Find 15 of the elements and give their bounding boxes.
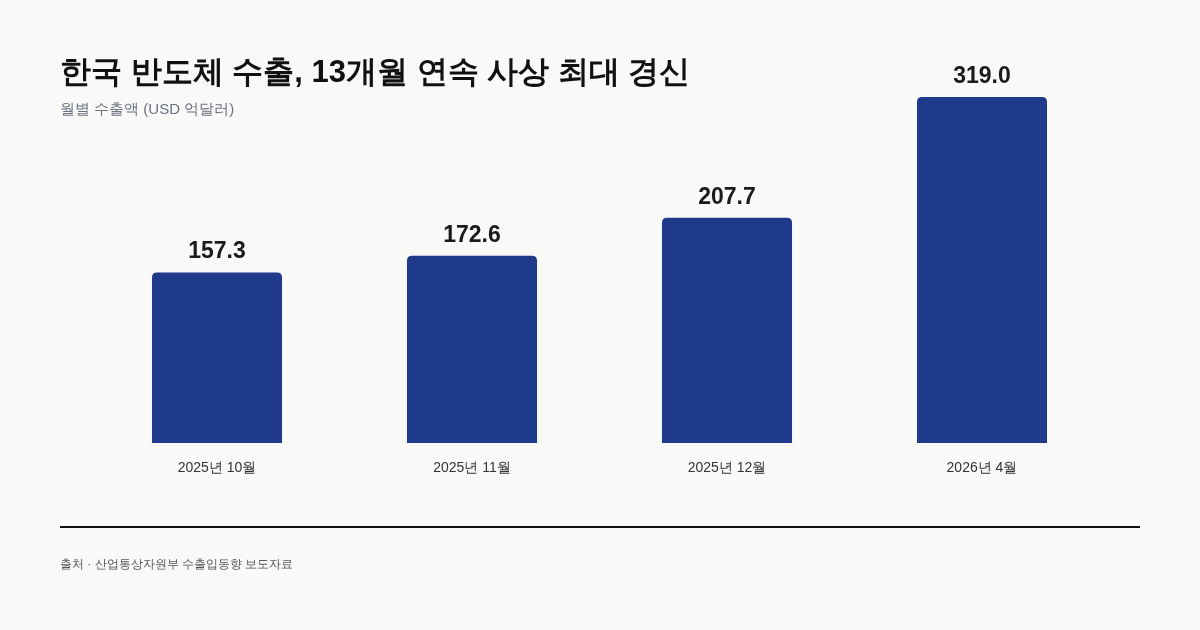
data-label: 157.3 [188, 237, 246, 264]
bar [406, 255, 538, 443]
chart-subtitle: 월별 수출액 (USD 억달러) [60, 100, 235, 117]
source-note: 출처 · 산업통상자원부 수출입동향 보도자료 [60, 557, 294, 571]
bar [151, 272, 283, 443]
x-tick-label: 2025년 11월 [433, 459, 511, 475]
data-label: 172.6 [443, 220, 501, 247]
chart-title: 한국 반도체 수출, 13개월 연속 사상 최대 경신 [60, 54, 691, 89]
x-tick-label: 2025년 10월 [177, 459, 257, 475]
x-tick-label: 2026년 4월 [946, 459, 1018, 475]
data-label: 207.7 [698, 182, 756, 209]
bar [661, 217, 793, 443]
bar [916, 97, 1048, 443]
x-tick-label: 2025년 12월 [687, 459, 767, 475]
data-label: 319.0 [953, 62, 1011, 88]
